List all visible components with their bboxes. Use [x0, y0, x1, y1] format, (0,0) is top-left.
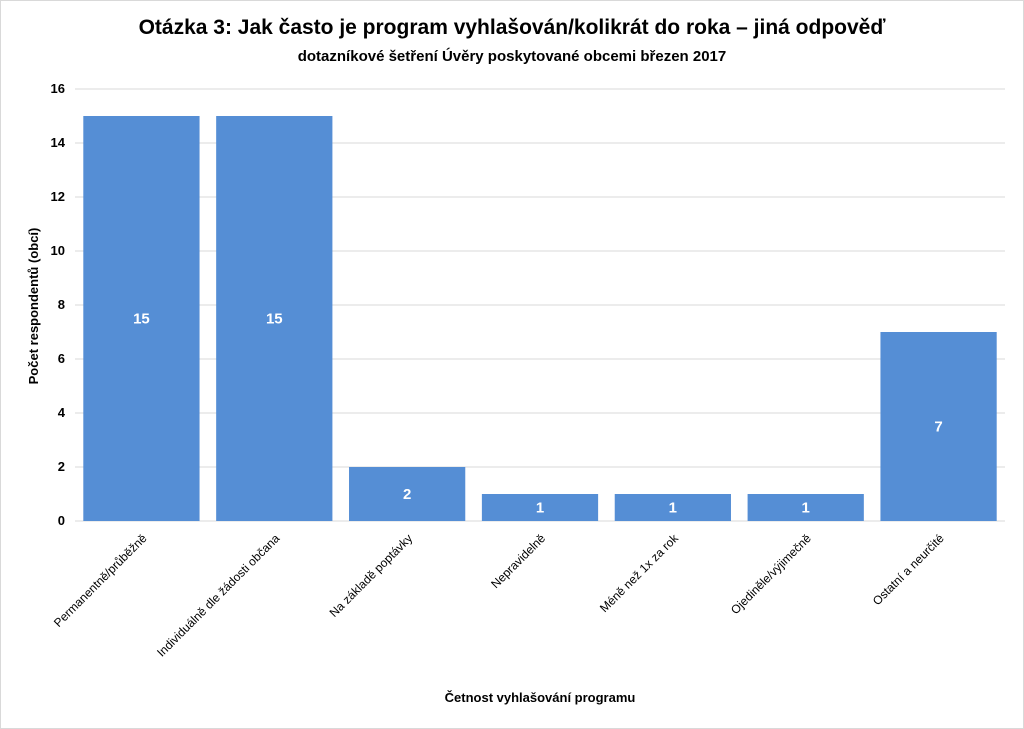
x-tick-label: Méně než 1x za rok — [597, 531, 682, 616]
x-axis-title: Četnost vyhlašování programu — [445, 690, 636, 705]
y-tick-label: 2 — [58, 459, 65, 474]
y-tick-label: 12 — [51, 189, 65, 204]
x-tick-label: Ojediněle/výjimečně — [728, 531, 814, 617]
x-tick-label: Ostatní a neurčité — [870, 531, 947, 608]
y-tick-label: 14 — [51, 135, 66, 150]
y-tick-label: 6 — [58, 351, 65, 366]
bar — [481, 494, 599, 521]
x-tick-label: Na základě poptávky — [327, 531, 416, 620]
bars — [83, 116, 997, 521]
y-tick-label: 8 — [58, 297, 65, 312]
data-label: 15 — [266, 311, 283, 328]
data-label: 2 — [403, 486, 411, 503]
data-label: 1 — [536, 500, 544, 517]
gridlines — [75, 88, 1005, 522]
data-label: 7 — [934, 419, 942, 436]
data-label: 1 — [802, 500, 810, 517]
bar — [349, 467, 466, 521]
y-axis-title: Počet respondentů (obcí) — [26, 228, 41, 385]
x-axis-categories: Permanentně/průběžně Individuálně dle žád… — [51, 531, 947, 660]
y-axis-ticks: 0 2 4 6 8 10 12 14 16 — [51, 81, 66, 528]
y-tick-label: 10 — [51, 243, 65, 258]
bar — [747, 494, 864, 521]
bar — [880, 332, 997, 521]
x-tick-label: Individuálně dle žádosti občana — [154, 531, 283, 660]
bar — [614, 494, 731, 521]
chart-subtitle: dotazníkové šetření Úvěry poskytované ob… — [297, 48, 727, 65]
bar — [216, 116, 333, 521]
y-tick-label: 16 — [51, 81, 65, 96]
data-label: 1 — [669, 500, 677, 517]
data-label: 15 — [133, 311, 150, 328]
chart-title: Otázka 3: Jak často je program vyhlašová… — [138, 16, 886, 39]
x-tick-label: Permanentně/průběžně — [51, 531, 150, 630]
x-tick-label: Nepravidelně — [488, 531, 548, 591]
y-tick-label: 4 — [58, 405, 66, 420]
bar — [83, 116, 200, 521]
data-labels: 15 15 2 1 1 1 7 — [133, 311, 943, 517]
y-tick-label: 0 — [58, 513, 65, 528]
